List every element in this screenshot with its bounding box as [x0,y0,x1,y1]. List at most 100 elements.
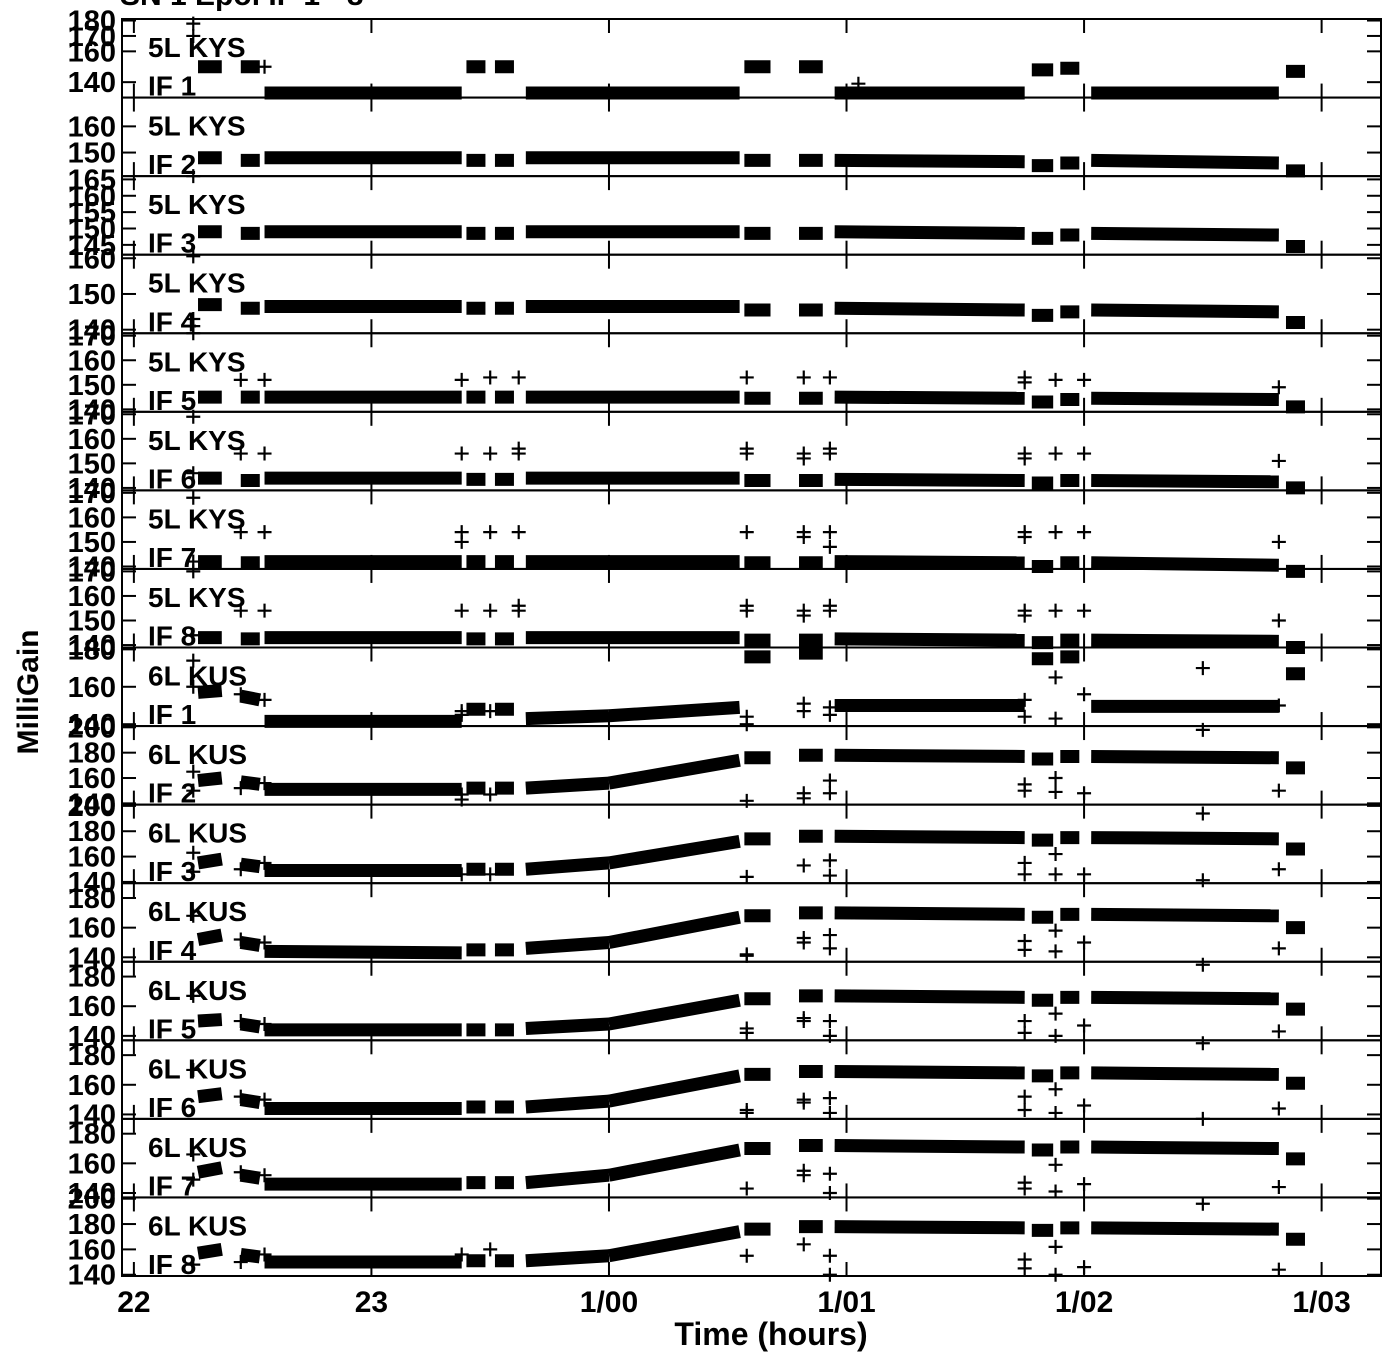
data-segment [834,1064,1025,1080]
outlier-point [739,1181,754,1196]
y-tick-label: 160 [68,36,116,68]
data-segment [196,852,223,870]
outlier-point [1048,923,1063,938]
if-label: IF 1 [148,71,196,102]
y-tick-label: 170 [68,556,116,588]
data-segment [1091,633,1279,648]
outlier-point [233,687,248,702]
outlier-point [1017,855,1032,870]
y-tick-label: 140 [68,1021,116,1053]
outlier-point [822,539,837,554]
outlier-point [257,525,272,540]
outlier-point [796,1237,811,1252]
outlier-point [1077,525,1092,540]
outlier-point [483,787,498,802]
data-segment [1091,1140,1279,1156]
y-tick-label: 170 [68,321,116,353]
y-tick-label: 160 [68,502,116,534]
outlier-point [796,931,811,946]
outlier-point [454,704,469,719]
outlier-point [454,1247,469,1262]
y-tick-label: 150 [68,448,116,480]
outlier-point [483,446,498,461]
outlier-point [822,941,837,956]
y-tick-label: 140 [68,315,116,347]
outlier-point [1195,806,1210,821]
data-segment [525,1249,610,1268]
outlier-point [1271,1024,1286,1039]
y-tick-label: 170 [68,399,116,431]
antenna-label: 6L KUS [148,896,247,927]
outlier-point [1077,1260,1092,1275]
outlier-point [822,853,837,868]
outlier-point [186,679,201,694]
outlier-point [257,1017,272,1032]
chart-title: SN 1 Epol IF 1 - 8 [120,0,363,12]
data-segment [1091,1066,1279,1081]
data-segment [239,936,261,952]
y-tick-label: 140 [68,867,116,899]
data-segment [525,709,610,726]
outlier-point [822,700,837,715]
outlier-point [822,773,837,788]
y-tick-label: 170 [68,21,116,53]
data-segment [1091,990,1279,1006]
data-segment [196,928,223,946]
y-tick-label: 160 [68,991,116,1023]
data-segment [834,989,1025,1004]
if-label: IF 4 [148,935,197,966]
outlier-point [186,845,201,860]
y-tick-label: 165 [68,164,116,196]
outlier-point [511,525,526,540]
outlier-point [454,372,469,387]
outlier-point [1271,1180,1286,1195]
outlier-point [1271,862,1286,877]
outlier-point [257,603,272,618]
data-segment [1091,153,1279,170]
outlier-point [233,603,248,618]
outlier-point [739,598,754,613]
data-segment [608,700,741,723]
data-segment [834,153,1025,169]
panel-frame [121,18,1382,99]
data-segment [239,1248,261,1264]
outlier-point [1048,944,1063,959]
y-tick-label: 155 [68,197,116,229]
outlier-point [822,1267,837,1282]
y-tick-label: 160 [68,1234,116,1266]
data-segment [834,632,1025,647]
antenna-label: 5L KYS [148,32,246,63]
data-segment [607,910,741,949]
outlier-point [796,603,811,618]
y-tick-label: 140 [68,394,116,426]
y-tick-label: 160 [68,181,116,213]
outlier-point [1017,375,1032,390]
data-segment [607,1069,741,1108]
panel-frame [121,1196,1382,1277]
if-label: IF 6 [148,1092,196,1123]
y-tick-label: 140 [68,1260,116,1292]
y-tick-label: 150 [68,214,116,246]
data-segment [834,390,1025,405]
outlier-point [1048,1239,1063,1254]
outlier-point [822,441,837,456]
outlier-point [796,1011,811,1026]
data-segment [239,689,262,707]
outlier-point [822,1105,837,1120]
outlier-point [233,862,248,877]
outlier-point [822,928,837,943]
outlier-point [1048,867,1063,882]
y-tick-label: 140 [68,709,116,741]
if-label: IF 2 [148,778,196,809]
data-segment [1091,907,1279,923]
outlier-point [1195,1196,1210,1211]
y-tick-label: 160 [68,581,116,613]
outlier-point [1195,957,1210,972]
data-segment [197,1013,223,1028]
y-tick-label: 180 [68,634,116,666]
outlier-point [257,935,272,950]
